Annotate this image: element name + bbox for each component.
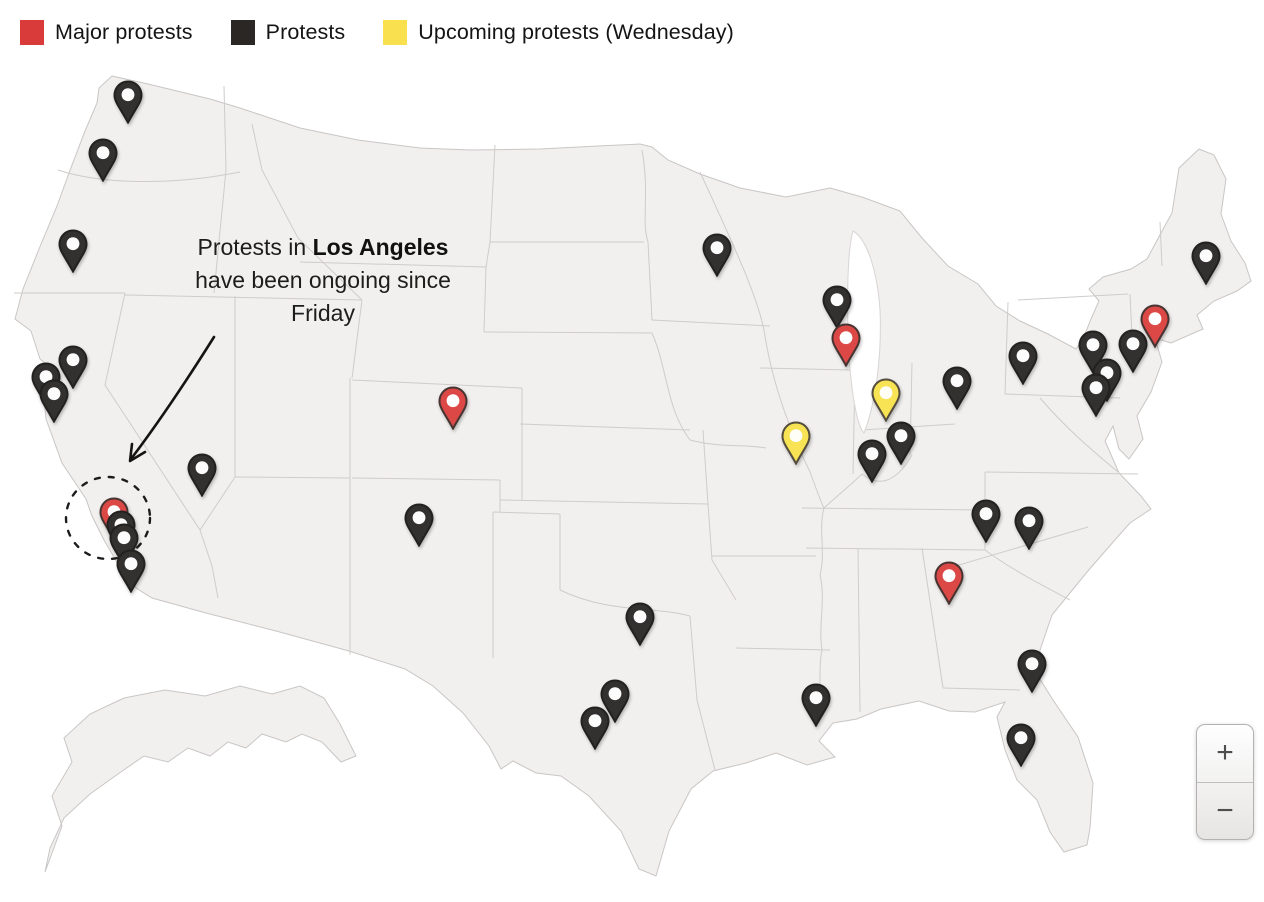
map-pin-protest[interactable] (1017, 649, 1047, 694)
legend-label: Upcoming protests (Wednesday) (418, 20, 734, 44)
map-pin-major[interactable] (934, 561, 964, 606)
map-pin-protest[interactable] (404, 503, 434, 548)
map-pin-protest[interactable] (1118, 329, 1148, 374)
state-borders (14, 85, 1163, 771)
map-pin-protest[interactable] (1081, 373, 1111, 418)
map-pin-protest[interactable] (971, 499, 1001, 544)
zoom-out-button[interactable]: − (1197, 781, 1253, 840)
map-pin-protest[interactable] (702, 233, 732, 278)
zoom-in-button[interactable]: + (1216, 736, 1234, 770)
legend: Major protests Protests Upcoming protest… (20, 20, 734, 45)
map-pin-protest[interactable] (39, 379, 69, 424)
map-pin-protest[interactable] (600, 679, 630, 724)
legend-swatch (230, 20, 255, 45)
map-pin-protest[interactable] (58, 345, 88, 390)
map-pin-protest[interactable] (801, 683, 831, 728)
legend-item-protest: Protests (230, 20, 346, 45)
alaska-silhouette (44, 685, 357, 873)
map-pin-protest[interactable] (580, 706, 610, 751)
map-pin-protest[interactable] (116, 549, 146, 594)
map-pin-protest[interactable] (942, 366, 972, 411)
map-pin-protest[interactable] (1014, 506, 1044, 551)
annotation-arrow (128, 335, 216, 463)
map-pin-upcoming[interactable] (781, 421, 811, 466)
legend-label: Protests (265, 20, 346, 44)
map-pin-protest[interactable] (1191, 241, 1221, 286)
annotation-line3: Friday (291, 300, 355, 326)
map-pin-protest[interactable] (857, 439, 887, 484)
legend-swatch (383, 20, 408, 45)
legend-item-upcoming: Upcoming protests (Wednesday) (383, 20, 734, 45)
map-pin-upcoming[interactable] (871, 378, 901, 423)
map-pin-protest[interactable] (187, 453, 217, 498)
annotation-prefix: Protests in (197, 234, 313, 260)
map-pin-protest[interactable] (113, 80, 143, 125)
map-pin-protest[interactable] (1078, 330, 1108, 375)
map-pin-protest[interactable] (88, 138, 118, 183)
legend-swatch (20, 20, 44, 45)
map-pin-major[interactable] (831, 323, 861, 368)
la-annotation: Protests in Los Angeles have been ongoin… (156, 231, 490, 330)
map-pin-major[interactable] (1140, 304, 1170, 349)
la-highlight-circle (64, 475, 152, 561)
map-pin-protest[interactable] (1008, 341, 1038, 386)
map-pin-protest[interactable] (886, 421, 916, 466)
legend-label: Major protests (55, 20, 193, 44)
annotation-line2: have been ongoing since (195, 267, 451, 293)
map-pin-major[interactable] (438, 386, 468, 431)
map-pin-protest[interactable] (1006, 723, 1036, 768)
map-pin-protest[interactable] (625, 602, 655, 647)
annotation-city: Los Angeles (312, 234, 449, 260)
zoom-control: + − (1196, 724, 1254, 840)
legend-item-major: Major protests (20, 20, 193, 45)
map-pin-protest[interactable] (58, 229, 88, 274)
